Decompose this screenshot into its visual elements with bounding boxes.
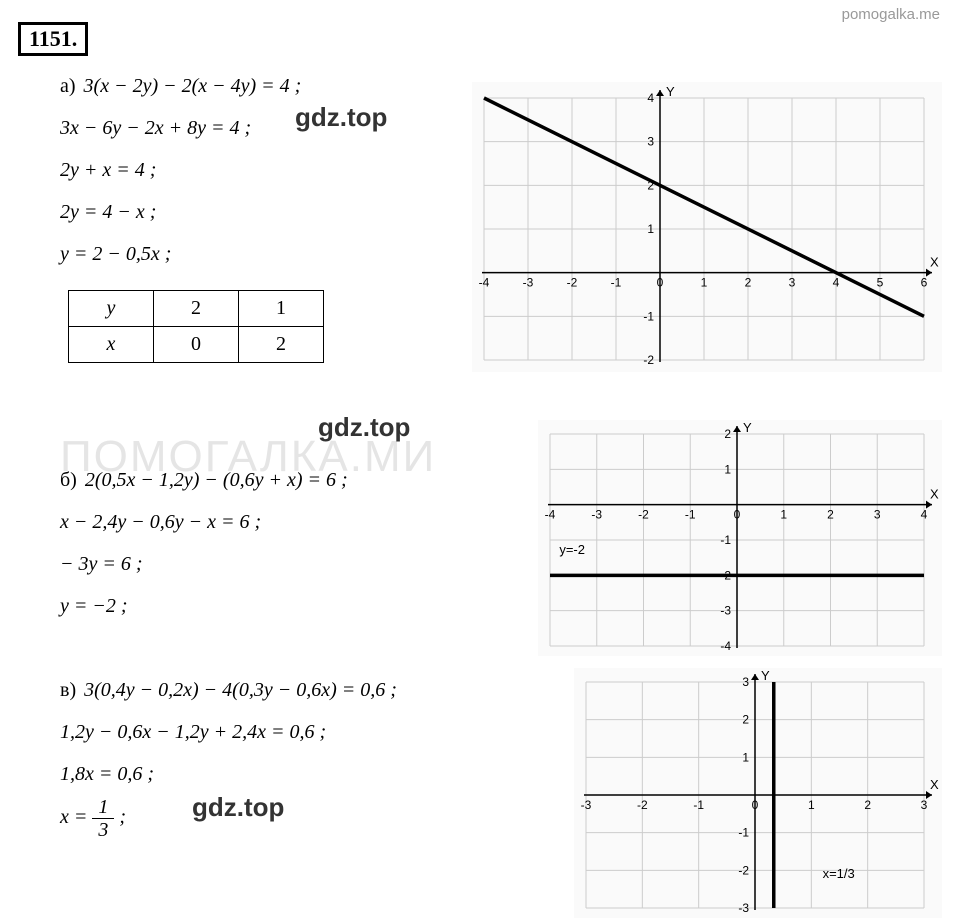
- table-row: x 0 2: [69, 327, 324, 363]
- part-b-equations: б)2(0,5x − 1,2y) − (0,6y + x) = 6 ; x − …: [60, 460, 348, 628]
- chart-c-svg: -3-2-10123-3-2-1123XYx=1/3: [574, 668, 942, 918]
- part-c-label: в): [60, 679, 76, 701]
- svg-text:3: 3: [647, 135, 654, 149]
- site-tag: pomogalka.me: [842, 6, 940, 23]
- part-a-equations: а) 3(x − 2y) − 2(x − 4y) = 4 ; 3x − 6y − …: [60, 66, 301, 276]
- svg-text:-2: -2: [643, 353, 654, 367]
- part-a-line-2: 2y + x = 4 ;: [60, 159, 156, 181]
- svg-text:-2: -2: [738, 863, 749, 877]
- svg-text:1: 1: [701, 276, 708, 290]
- svg-text:2: 2: [724, 427, 731, 441]
- table-cell: 0: [154, 327, 239, 363]
- svg-text:-1: -1: [720, 533, 731, 547]
- svg-text:1: 1: [724, 462, 731, 476]
- part-a-label: а): [60, 75, 76, 97]
- frac-num: 1: [92, 796, 114, 819]
- svg-text:2: 2: [827, 508, 834, 522]
- svg-text:X: X: [930, 487, 939, 502]
- problem-number: 1151: [29, 26, 72, 51]
- svg-text:-2: -2: [567, 276, 578, 290]
- svg-text:-3: -3: [738, 901, 749, 915]
- svg-text:2: 2: [745, 276, 752, 290]
- part-a-line-0: 3(x − 2y) − 2(x − 4y) = 4 ;: [84, 75, 302, 97]
- svg-text:-1: -1: [611, 276, 622, 290]
- svg-text:-4: -4: [720, 639, 731, 653]
- svg-text:-2: -2: [637, 798, 648, 812]
- table-cell: y: [69, 291, 154, 327]
- table-cell: 1: [239, 291, 324, 327]
- svg-text:1: 1: [742, 750, 749, 764]
- chart-c: -3-2-10123-3-2-1123XYx=1/3: [574, 668, 942, 918]
- svg-text:1: 1: [780, 508, 787, 522]
- chart-b-svg: -4-3-2-101234-4-3-2-112XYy=-2: [538, 420, 942, 656]
- svg-text:-3: -3: [523, 276, 534, 290]
- part-b-line-1: x − 2,4y − 0,6y − x = 6 ;: [60, 511, 261, 533]
- table-row: y 2 1: [69, 291, 324, 327]
- svg-text:-1: -1: [738, 826, 749, 840]
- svg-text:y=-2: y=-2: [559, 542, 585, 557]
- svg-text:0: 0: [657, 276, 664, 290]
- svg-text:x=1/3: x=1/3: [823, 866, 855, 881]
- watermark: gdz.top: [192, 792, 284, 823]
- svg-text:Y: Y: [761, 668, 770, 683]
- svg-text:3: 3: [742, 675, 749, 689]
- svg-text:-3: -3: [581, 798, 592, 812]
- table-cell: 2: [239, 327, 324, 363]
- part-c-frac-prefix: x =: [60, 806, 92, 828]
- part-c-line-1: 1,2y − 0,6x − 1,2y + 2,4x = 0,6 ;: [60, 721, 326, 743]
- svg-text:1: 1: [647, 222, 654, 236]
- svg-text:-4: -4: [479, 276, 490, 290]
- svg-text:-2: -2: [638, 508, 649, 522]
- svg-text:Y: Y: [743, 420, 752, 435]
- svg-text:3: 3: [874, 508, 881, 522]
- svg-text:6: 6: [921, 276, 928, 290]
- svg-text:-1: -1: [685, 508, 696, 522]
- dot: .: [72, 26, 78, 51]
- table-cell: x: [69, 327, 154, 363]
- svg-text:4: 4: [921, 508, 928, 522]
- watermark: gdz.top: [318, 412, 410, 443]
- svg-text:-3: -3: [591, 508, 602, 522]
- problem-number-box: 1151.: [18, 22, 88, 56]
- watermark: gdz.top: [295, 102, 387, 133]
- chart-a: -4-3-2-10123456-2-11234XY: [472, 82, 942, 372]
- part-a-line-4: y = 2 − 0,5x ;: [60, 243, 171, 265]
- svg-text:2: 2: [742, 713, 749, 727]
- frac-den: 3: [92, 819, 114, 841]
- svg-text:1: 1: [808, 798, 815, 812]
- part-a-line-1: 3x − 6y − 2x + 8y = 4 ;: [60, 117, 251, 139]
- svg-text:X: X: [930, 777, 939, 792]
- xy-table: y 2 1 x 0 2: [68, 290, 324, 363]
- svg-text:-1: -1: [643, 309, 654, 323]
- svg-text:5: 5: [877, 276, 884, 290]
- svg-text:-1: -1: [693, 798, 704, 812]
- svg-text:0: 0: [752, 798, 759, 812]
- svg-text:4: 4: [833, 276, 840, 290]
- svg-text:-4: -4: [545, 508, 556, 522]
- table-cell: 2: [154, 291, 239, 327]
- svg-text:-3: -3: [720, 604, 731, 618]
- chart-b: -4-3-2-101234-4-3-2-112XYy=-2: [538, 420, 942, 656]
- part-a-line-3: 2y = 4 − x ;: [60, 201, 156, 223]
- svg-text:3: 3: [789, 276, 796, 290]
- part-c-frac-suffix: ;: [119, 806, 126, 828]
- svg-text:X: X: [930, 255, 939, 270]
- part-b-line-3: y = −2 ;: [60, 595, 128, 617]
- part-c-line-2: 1,8x = 0,6 ;: [60, 763, 154, 785]
- svg-text:2: 2: [864, 798, 871, 812]
- svg-text:0: 0: [734, 508, 741, 522]
- chart-a-svg: -4-3-2-10123456-2-11234XY: [472, 82, 942, 372]
- svg-text:Y: Y: [666, 84, 675, 99]
- part-c-line-0: 3(0,4y − 0,2x) − 4(0,3y − 0,6x) = 0,6 ;: [84, 679, 397, 701]
- svg-text:3: 3: [921, 798, 928, 812]
- fraction: 1 3: [92, 796, 114, 841]
- svg-text:4: 4: [647, 91, 654, 105]
- part-b-line-2: − 3y = 6 ;: [60, 553, 143, 575]
